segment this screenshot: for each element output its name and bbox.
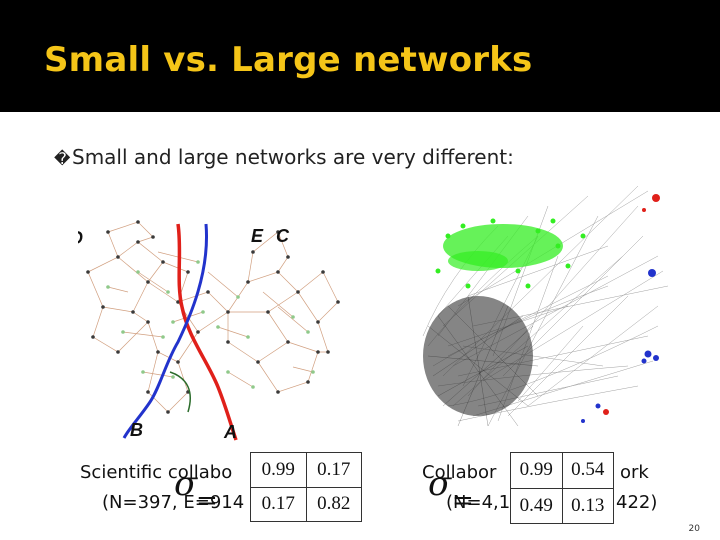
small-network-edges — [87, 221, 339, 413]
left-matrix-row: 0.17 0.82 — [250, 486, 362, 522]
left-matrix-cell: 0.17 — [305, 452, 362, 488]
region-label-e: E — [251, 226, 264, 246]
right-matrix: 0.99 0.54 0.49 0.13 — [510, 452, 614, 524]
right-caption-line2-right: 422) — [616, 492, 658, 513]
left-caption-line1: Scientific collabo — [80, 462, 233, 483]
small-network-figure: D E C B A — [78, 220, 340, 442]
right-matrix-cell: 0.99 — [510, 452, 563, 489]
region-label-d: D — [78, 228, 83, 248]
blue-nodes — [581, 269, 659, 423]
left-matrix-cell: 0.17 — [250, 486, 307, 522]
large-network-dense-edges — [427, 295, 539, 427]
right-matrix-row: 0.49 0.13 — [510, 487, 614, 524]
left-sigma-symbol: σ — [174, 464, 198, 504]
right-caption-line1-left: Collabor — [422, 462, 497, 483]
right-matrix-cell: 0.54 — [561, 452, 614, 489]
bullet-point: �Small and large networks are very diffe… — [54, 145, 514, 169]
title-bar: Small vs. Large networks — [0, 0, 720, 112]
left-matrix-cell: 0.82 — [305, 486, 362, 522]
left-caption-line2: (N=397, E=914 — [102, 492, 245, 513]
green-cluster — [435, 218, 586, 289]
small-network-nodes — [86, 220, 340, 414]
right-matrix-cell: 0.49 — [510, 487, 563, 524]
red-nodes — [603, 194, 660, 415]
right-caption-line2-left: (N=4,1 — [446, 492, 511, 513]
left-matrix-row: 0.99 0.17 — [250, 452, 362, 488]
right-matrix-cell: 0.13 — [561, 487, 614, 524]
blue-cut-line — [122, 223, 209, 439]
left-equals-sign: = — [196, 486, 218, 516]
bullet-icon: � — [54, 149, 71, 168]
page-number: 20 — [688, 524, 700, 534]
right-equals-sign: = — [452, 486, 474, 516]
left-matrix-cell: 0.99 — [250, 452, 307, 488]
right-caption-line1-right: ork — [620, 462, 649, 483]
right-sigma-symbol: σ — [428, 464, 452, 504]
right-matrix-row: 0.99 0.54 — [510, 452, 614, 489]
region-label-c: C — [276, 226, 290, 246]
bullet-text: Small and large networks are very differ… — [72, 145, 514, 169]
large-network-figure — [422, 185, 669, 427]
left-matrix: 0.99 0.17 0.17 0.82 — [250, 452, 362, 522]
region-label-b: B — [130, 420, 143, 440]
large-network-core — [423, 296, 533, 416]
slide-title: Small vs. Large networks — [44, 40, 533, 80]
green-cut-line — [169, 371, 191, 413]
red-cut-line — [176, 223, 238, 441]
region-label-a: A — [223, 422, 237, 442]
